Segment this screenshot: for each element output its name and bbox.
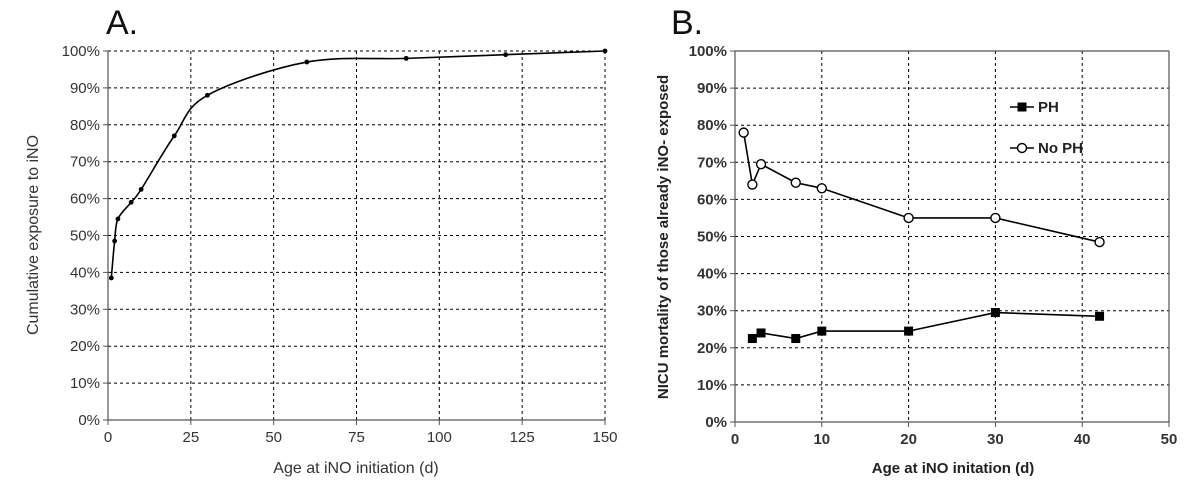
panel-a-data-point bbox=[205, 92, 210, 98]
panel-b-no-ph-data-point bbox=[755, 158, 767, 170]
panel-a-y-tick-label: 70% bbox=[70, 154, 100, 171]
panel-a-x-tick-label: 0 bbox=[104, 429, 112, 446]
panel-a-plot: 0% 10% 20% 30% 40% 50% 60% 70% 80% 90% 100% 0 25 50 75… bbox=[62, 43, 618, 446]
panel-a-data-point bbox=[304, 59, 310, 65]
panel-b-no-ph-data-point bbox=[738, 127, 749, 138]
panel-b-x-axis-label: Age at iNO initation (d) bbox=[872, 460, 1035, 477]
panel-b-no-ph-data-point bbox=[903, 212, 914, 224]
panel-a-y-tick-label: 20% bbox=[70, 338, 100, 355]
panel-a-y-tick-label: 10% bbox=[70, 375, 100, 392]
panel-b-y-tick-label: 90% bbox=[697, 80, 727, 97]
panel-b-y-tick-label: 80% bbox=[697, 117, 727, 134]
panel-a-data-point bbox=[112, 238, 118, 244]
panel-b-ph-data-point bbox=[817, 326, 827, 336]
panel-b-x-tick-label: 10 bbox=[813, 431, 830, 448]
panel-b-y-tick-label: 60% bbox=[697, 191, 727, 208]
panel-a-y-tick-label: 90% bbox=[70, 80, 100, 97]
panel-a-y-axis-label: Cumulative exposure to iNO bbox=[25, 135, 42, 335]
panel-a-x-tick-label: 150 bbox=[592, 429, 617, 446]
panel-a-data-point bbox=[602, 48, 608, 54]
panel-b-no-ph-data-point bbox=[816, 183, 827, 194]
panel-a-data-point bbox=[403, 55, 409, 61]
panel-a-data-point bbox=[171, 133, 177, 139]
panel-b-y-tick-label: 100% bbox=[689, 43, 727, 60]
panel-b-x-tick-label: 0 bbox=[731, 431, 739, 448]
panel-b-x-tick-label: 50 bbox=[1161, 431, 1178, 448]
panel-a-data-point bbox=[115, 216, 121, 222]
panel-b-y-tick-label: 20% bbox=[697, 340, 727, 357]
panel-a-y-tick-label: 30% bbox=[70, 301, 100, 318]
panel-b-series-ph-line bbox=[751, 311, 1100, 340]
panel-b-ph-data-point bbox=[747, 334, 757, 344]
panel-b-y-axis-label: NICU mortality of those already iNO- exp… bbox=[655, 75, 672, 399]
panel-a-y-tick-label: 60% bbox=[70, 191, 100, 208]
panel-b-no-ph-data-point bbox=[1094, 236, 1105, 248]
panel-a-data-point bbox=[108, 275, 114, 281]
panel-a-data-point bbox=[138, 186, 144, 192]
panel-b-no-ph-data-point bbox=[790, 177, 801, 188]
panel-a-data-point bbox=[128, 199, 134, 205]
panel-b-legend: PH No PH bbox=[1010, 99, 1083, 157]
panel-b-y-tick-label: 30% bbox=[697, 303, 727, 320]
panel-a-x-tick-label: 125 bbox=[510, 429, 535, 446]
panel-b-ph-data-point bbox=[756, 328, 766, 338]
panel-a-y-tick-label: 80% bbox=[70, 117, 100, 134]
panel-b-y-tick-label: 40% bbox=[697, 266, 727, 283]
panel-a-x-tick-label: 75 bbox=[348, 429, 365, 446]
panel-b-plot: 0% 10% 20% 30% 40% 50% 60% 70% 80% 90% 100% 0 10 20 30… bbox=[689, 43, 1178, 448]
panel-a-y-tick-label: 100% bbox=[62, 43, 100, 60]
panel-b-legend-label: PH bbox=[1038, 99, 1059, 116]
panel-b-no-ph-data-point bbox=[990, 212, 1001, 224]
panel-b-legend-square-marker bbox=[1017, 102, 1027, 112]
panel-a-series-0-line bbox=[110, 50, 606, 279]
panel-b-legend-label: No PH bbox=[1038, 140, 1083, 157]
panel-b-x-tick-label: 20 bbox=[900, 431, 917, 448]
panel-b-ph-data-point bbox=[1095, 311, 1105, 321]
panel-b-ph-data-point bbox=[904, 326, 914, 336]
panel-b-x-tick-label: 40 bbox=[1074, 431, 1091, 448]
panel-b-y-tick-label: 50% bbox=[697, 229, 727, 246]
panel-a-x-tick-label: 25 bbox=[182, 429, 199, 446]
panel-a-y-tick-label: 50% bbox=[70, 228, 100, 245]
panel-b-x-tick-label: 30 bbox=[987, 431, 1004, 448]
panel-b-label: B. bbox=[671, 4, 703, 42]
panel-a-y-tick-label: 40% bbox=[70, 264, 100, 281]
panel-b-y-tick-label: 0% bbox=[705, 414, 727, 431]
panel-b-ph-data-point bbox=[791, 334, 801, 344]
panel-b-legend-circle-marker bbox=[1016, 142, 1028, 154]
panel-b-y-tick-label: 10% bbox=[697, 377, 727, 394]
panel-b-y-tick-label: 70% bbox=[697, 154, 727, 171]
panel-a-data-point bbox=[503, 52, 508, 58]
panel-a-x-tick-label: 50 bbox=[265, 429, 282, 446]
panel-a-x-tick-label: 100 bbox=[427, 429, 452, 446]
panel-b-no-ph-data-point bbox=[747, 179, 758, 190]
panel-a-label: A. bbox=[106, 4, 138, 42]
panel-a-x-axis-label: Age at iNO initiation (d) bbox=[273, 460, 438, 477]
panel-b-ph-data-point bbox=[990, 308, 1000, 318]
panel-a-y-tick-label: 0% bbox=[78, 412, 100, 429]
